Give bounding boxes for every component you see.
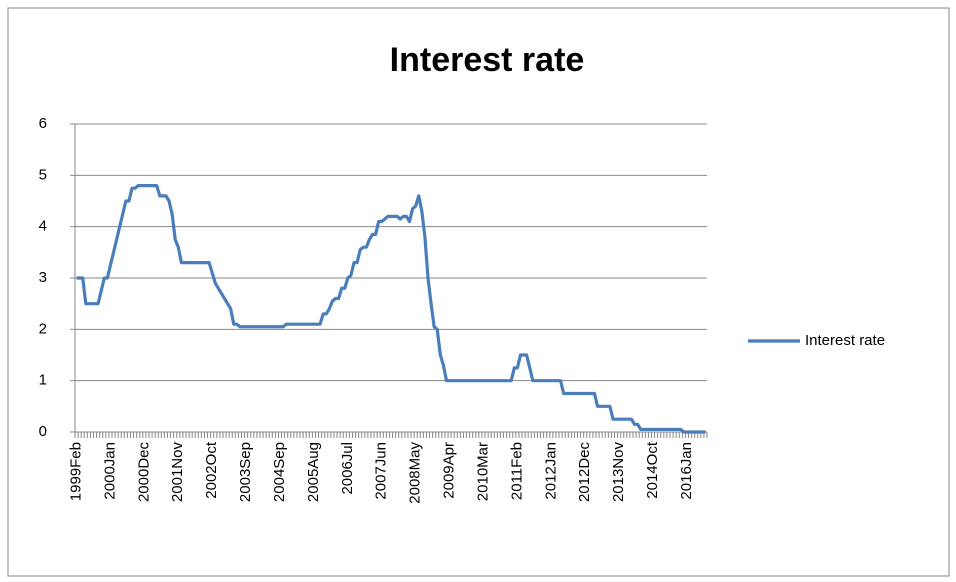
x-tick-label: 2002Oct <box>203 441 220 499</box>
x-tick-label: 2007Jun <box>373 442 390 500</box>
x-tick-label: 2016Jan <box>678 442 695 500</box>
x-tick-label: 2012Dec <box>576 442 593 503</box>
x-tick-label: 2013Nov <box>610 442 627 503</box>
x-tick-label: 2000Jan <box>101 442 118 500</box>
y-tick-label: 4 <box>39 218 47 235</box>
y-tick-label: 5 <box>39 166 47 183</box>
y-tick-label: 0 <box>39 423 47 440</box>
x-tick-label: 2011Feb <box>508 442 525 500</box>
x-tick-label: 2003Sep <box>237 442 254 502</box>
x-tick-label: 2004Sep <box>271 442 288 502</box>
y-tick-label: 3 <box>39 269 47 286</box>
x-tick-label: 2006Jul <box>339 442 356 495</box>
x-tick-label: 2014Oct <box>644 441 661 499</box>
chart-title: Interest rate <box>390 41 585 79</box>
x-tick-label: 2005Aug <box>305 442 322 502</box>
chart-border <box>7 7 950 577</box>
x-tick-label: 2012Jan <box>542 442 559 500</box>
x-tick-label: 2001Nov <box>169 442 186 503</box>
data-line <box>76 184 706 434</box>
x-tick-label: 2009Apr <box>441 442 458 499</box>
y-tick-label: 2 <box>39 320 47 337</box>
x-tick-label: 1999Feb <box>68 442 85 501</box>
y-tick-label: 1 <box>39 372 47 389</box>
y-tick-label: 6 <box>39 115 47 132</box>
x-tick-label: 2010Mar <box>474 442 491 501</box>
x-tick-label: 2008May <box>407 442 424 504</box>
legend-label: Interest rate <box>805 332 885 349</box>
x-tick-label: 2000Dec <box>135 442 152 503</box>
